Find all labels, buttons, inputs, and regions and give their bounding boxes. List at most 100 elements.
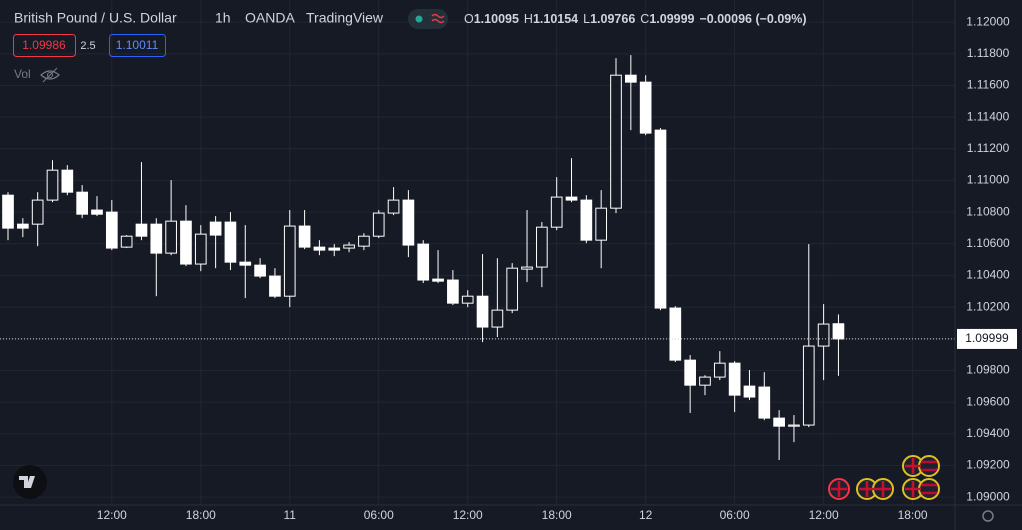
candle-body (832, 323, 845, 340)
y-tick-label: 1.09200 (966, 458, 1010, 472)
y-tick-label: 1.11600 (967, 78, 1010, 92)
x-tick-label: 18:00 (898, 508, 928, 522)
candle-body (669, 307, 682, 361)
y-tick-label: 1.10800 (966, 204, 1010, 218)
x-tick-label: 11 (284, 508, 297, 522)
candle-body (802, 345, 815, 426)
status-icon (431, 13, 445, 24)
tv-logo[interactable] (13, 465, 47, 499)
settings-icon[interactable] (982, 510, 994, 522)
candle-body (536, 226, 548, 268)
sell-price: 1.09986 (22, 38, 66, 52)
candle-body (76, 191, 88, 215)
y-tick-label: 1.11400 (967, 109, 1010, 123)
interval: 1h (215, 10, 231, 26)
candle-body (817, 323, 830, 347)
status-pill[interactable] (408, 9, 448, 29)
candle-body (699, 376, 711, 386)
y-tick-label: 1.09600 (966, 394, 1010, 408)
candle-body (506, 267, 519, 311)
candle-body (758, 386, 771, 419)
y-tick-label: 1.10600 (966, 236, 1010, 250)
candle-body (298, 225, 311, 248)
candle-body (402, 199, 415, 246)
candle-body (2, 194, 14, 229)
candle-body (788, 424, 800, 427)
buy-price: 1.10011 (116, 38, 159, 52)
x-tick-label: 06:00 (364, 508, 394, 522)
visibility-toggle[interactable] (40, 67, 60, 83)
y-tick-label: 1.09000 (966, 489, 1010, 503)
axes: 1.09000 1.09200 1.09400 1.09600 1.09800 1.100… (97, 14, 1017, 522)
y-tick-label: 1.11000 (967, 173, 1010, 187)
candle-body (120, 235, 133, 248)
candle-body (580, 199, 593, 241)
candle-body (610, 74, 622, 209)
y-tick-label: 1.09800 (966, 363, 1010, 377)
symbol: British Pound / U.S. Dollar (14, 10, 177, 26)
volume-label: Vol (14, 67, 31, 81)
candle-body (491, 309, 504, 328)
x-tick-label: 18:00 (186, 508, 216, 522)
buy-button[interactable] (109, 34, 166, 57)
candle-body (447, 279, 459, 304)
last-price-box (957, 328, 1017, 349)
close-value: 1.09999 (649, 12, 694, 26)
c-label: C (640, 12, 649, 26)
candle-body (209, 221, 222, 236)
candle-body (713, 362, 726, 378)
o-label: O (464, 12, 474, 26)
status-dot (415, 15, 423, 23)
event-flags[interactable] (828, 455, 940, 500)
open-value: 1.10095 (474, 12, 519, 26)
exchange: OANDA (245, 10, 295, 26)
x-tick-label: 06:00 (720, 508, 750, 522)
candle-body (239, 261, 252, 266)
h-label: H (524, 12, 533, 26)
candle-body (16, 223, 29, 229)
candle-body (105, 211, 118, 249)
ohlc-legend: O1.10095 H1.10154 L1.09766 C1.09999 −0.00096… (464, 12, 807, 26)
candle-body (135, 223, 148, 237)
sell-button[interactable] (13, 34, 76, 57)
candle-body (476, 295, 489, 328)
y-tick-label: 1.12000 (966, 14, 1010, 28)
candle-body (313, 246, 326, 251)
candle-body (743, 385, 756, 398)
candle-body (328, 247, 341, 251)
candle-body (773, 417, 785, 427)
candle-body (565, 196, 578, 201)
x-tick-label: 12 (639, 508, 653, 522)
candle-body (728, 362, 741, 396)
y-tick-label: 1.09400 (966, 426, 1010, 440)
candle-body (91, 209, 103, 215)
candle-body (180, 220, 192, 265)
x-tick-label: 12:00 (809, 508, 839, 522)
change: −0.00096 (−0.09%) (700, 12, 807, 26)
candle-body (639, 81, 652, 134)
candle-body (150, 223, 163, 254)
y-tick-label: 1.10200 (966, 299, 1010, 313)
low-value: 1.09766 (590, 12, 635, 26)
candle-body (194, 233, 207, 265)
candle-body (461, 295, 474, 304)
last-price-label: 1.09999 (965, 331, 1009, 345)
candle-body (432, 278, 444, 282)
candle-body (283, 225, 296, 297)
y-tick-label: 1.11200 (967, 141, 1010, 155)
candle-body (521, 266, 533, 270)
x-tick-label: 18:00 (542, 508, 572, 522)
candle-body (254, 264, 266, 277)
candle-body (372, 212, 385, 237)
candle-body (387, 199, 400, 214)
high-value: 1.10154 (533, 12, 578, 26)
candle-body (654, 129, 667, 309)
candle-body (46, 169, 59, 201)
l-label: L (583, 12, 590, 26)
candle-body (624, 74, 637, 83)
candle-body (550, 196, 563, 228)
source: TradingView (306, 10, 384, 26)
spread: 2.5 (80, 40, 95, 52)
